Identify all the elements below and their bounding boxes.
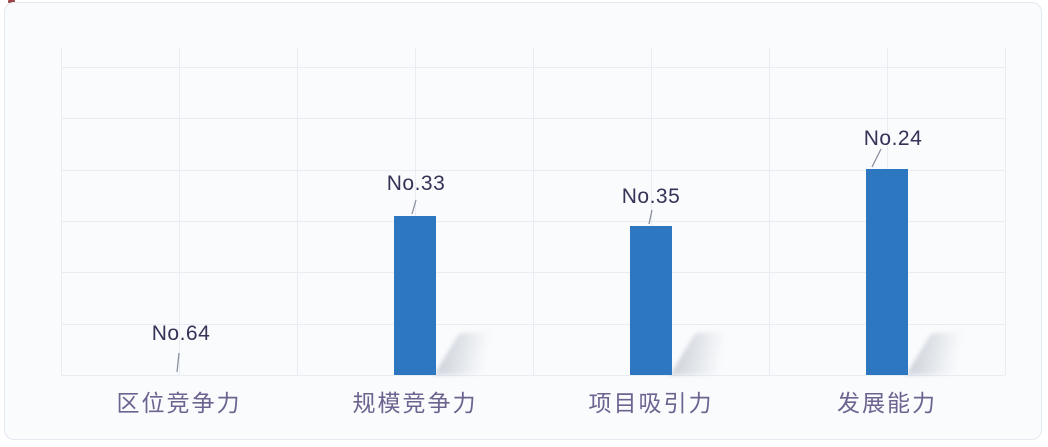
value-label-scale-competitiveness: No.33 bbox=[386, 172, 446, 195]
gridline-vertical bbox=[769, 48, 770, 375]
value-label-project-attractiveness: No.35 bbox=[621, 185, 681, 208]
category-label-location-competitiveness: 区位竞争力 bbox=[116, 390, 242, 416]
bar-project-attractiveness[interactable] bbox=[630, 226, 672, 375]
bar-chart: No.64 区位竞争力 No.33 规模竞争力 No.35 项目吸引力 No.2… bbox=[5, 3, 1041, 439]
bar-development-capability[interactable] bbox=[866, 169, 908, 375]
gridline-vertical bbox=[179, 48, 180, 375]
category-label-development-capability: 发展能力 bbox=[837, 390, 937, 416]
value-label-development-capability: No.24 bbox=[863, 127, 923, 150]
bar-shadow bbox=[670, 333, 742, 375]
bar-scale-competitiveness[interactable] bbox=[394, 216, 436, 375]
chart-card: No.64 区位竞争力 No.33 规模竞争力 No.35 项目吸引力 No.2… bbox=[4, 2, 1042, 440]
leader-line bbox=[871, 148, 882, 168]
screen-artifact-mark bbox=[8, 0, 15, 3]
gridline-vertical bbox=[61, 48, 62, 375]
gridline-horizontal bbox=[61, 375, 1005, 376]
gridline-vertical bbox=[533, 48, 534, 375]
category-label-scale-competitiveness: 规模竞争力 bbox=[352, 390, 478, 416]
gridline-vertical bbox=[297, 48, 298, 375]
bar-shadow bbox=[906, 333, 978, 375]
category-label-project-attractiveness: 项目吸引力 bbox=[588, 390, 714, 416]
gridline-vertical bbox=[1005, 48, 1006, 375]
bar-shadow bbox=[434, 333, 506, 375]
value-label-location-competitiveness: No.64 bbox=[151, 322, 211, 345]
